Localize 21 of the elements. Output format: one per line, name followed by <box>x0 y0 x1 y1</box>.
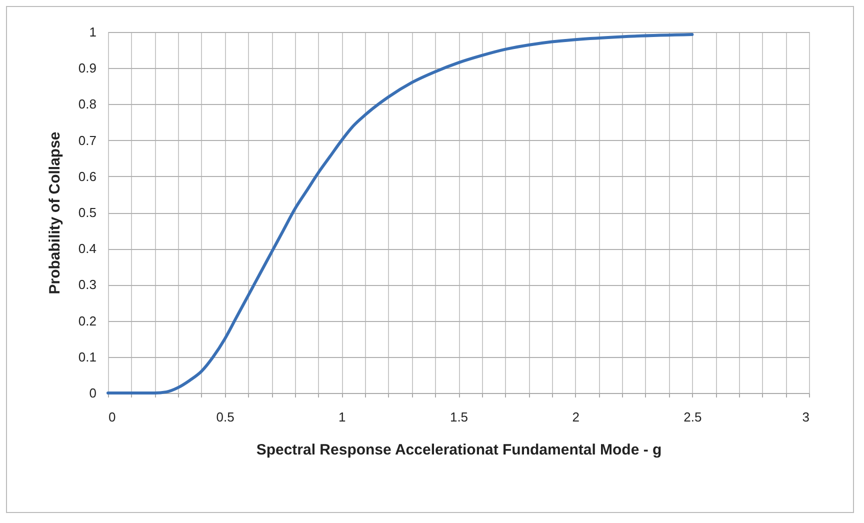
y-tick-label: 0.7 <box>78 132 96 148</box>
line-series <box>106 33 694 394</box>
y-tick-label: 0 <box>89 386 96 400</box>
y-tick-label: 0.8 <box>78 96 96 112</box>
x-tick-label: 2.5 <box>684 410 702 424</box>
x-tick-label: 0 <box>108 410 116 424</box>
x-tick-label: 1.5 <box>450 410 468 424</box>
y-tick-label: 0.6 <box>78 168 96 184</box>
x-tick-label: 3 <box>802 410 810 424</box>
y-tick-label: 0.4 <box>78 241 96 256</box>
y-tick-label: 0.5 <box>78 205 96 220</box>
x-tick-label: 0.5 <box>216 410 234 424</box>
y-tick-label: 0.3 <box>78 277 96 292</box>
y-axis-title: Probability of Collapse <box>46 132 64 294</box>
y-tick-label: 1 <box>89 24 96 40</box>
y-tick-label: 0.9 <box>78 60 96 76</box>
x-tick-label: 1 <box>338 410 346 424</box>
y-tick-label: 0.2 <box>78 313 96 328</box>
y-tick-label: 0.1 <box>78 349 96 364</box>
x-tick-label: 2 <box>572 410 580 424</box>
x-axis-title: Spectral Response Accelerationat Fundamental Mode - g <box>256 442 662 458</box>
